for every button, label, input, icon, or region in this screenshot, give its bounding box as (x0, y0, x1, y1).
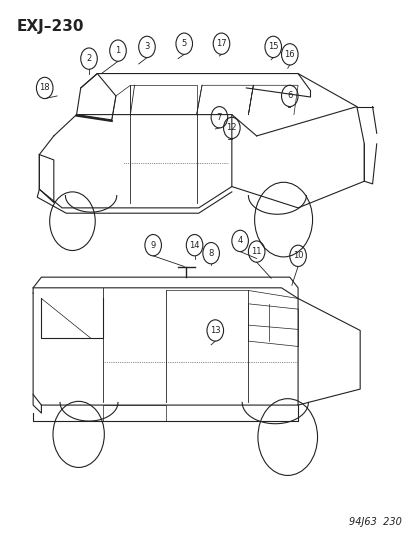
Text: EXJ–230: EXJ–230 (17, 19, 84, 34)
Text: 13: 13 (209, 326, 220, 335)
Text: 17: 17 (216, 39, 226, 48)
Text: 4: 4 (237, 237, 242, 245)
Text: 8: 8 (208, 249, 213, 257)
Text: 5: 5 (181, 39, 186, 48)
Text: 10: 10 (292, 252, 303, 260)
Text: 1: 1 (115, 46, 120, 55)
Text: 12: 12 (226, 124, 237, 132)
Text: 9: 9 (150, 241, 155, 249)
Text: 6: 6 (287, 92, 292, 100)
Text: 15: 15 (267, 43, 278, 51)
Text: 7: 7 (216, 113, 221, 122)
Text: 2: 2 (86, 54, 91, 63)
Text: 16: 16 (284, 50, 294, 59)
Text: 14: 14 (189, 241, 199, 249)
Text: 18: 18 (39, 84, 50, 92)
Text: 94J63  230: 94J63 230 (348, 516, 401, 527)
Text: 3: 3 (144, 43, 149, 51)
Text: 11: 11 (251, 247, 261, 256)
